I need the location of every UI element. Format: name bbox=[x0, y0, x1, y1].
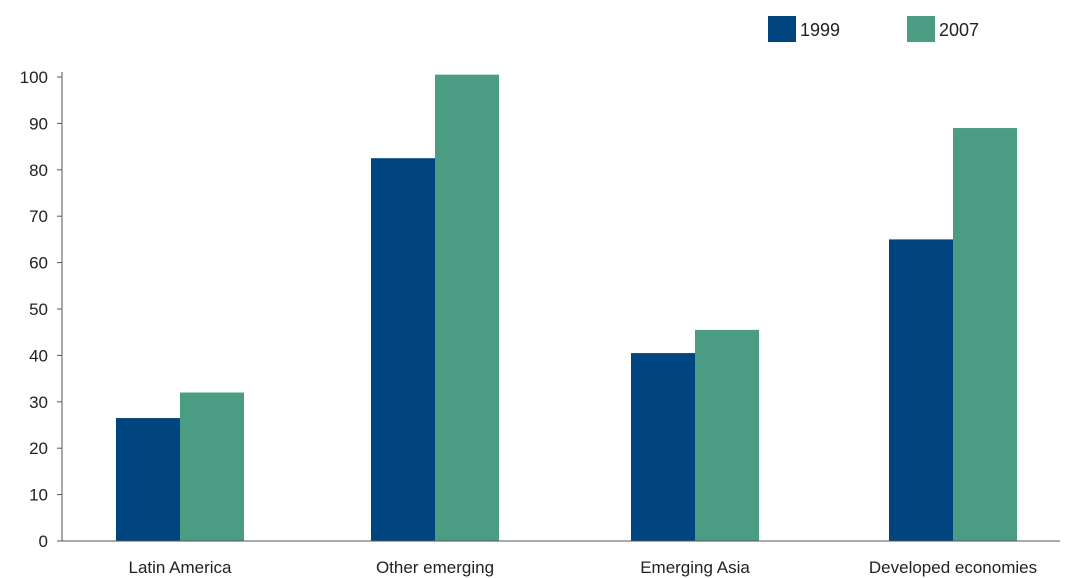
y-tick-label: 0 bbox=[39, 532, 48, 551]
y-tick-label: 80 bbox=[29, 161, 48, 180]
category-label: Emerging Asia bbox=[640, 558, 750, 577]
y-tick-label: 100 bbox=[20, 68, 48, 87]
bar-emerging-asia-2007 bbox=[695, 329, 759, 541]
bar-latin-america-1999 bbox=[116, 418, 180, 541]
category-label: Developed economies bbox=[869, 558, 1037, 577]
y-axis: 0 10 20 30 40 50 60 70 80 90 100 bbox=[20, 68, 63, 551]
legend-swatch-1999 bbox=[768, 16, 796, 42]
y-tick-label: 30 bbox=[29, 393, 48, 412]
bar-latin-america-2007 bbox=[180, 392, 244, 541]
y-tick-label: 50 bbox=[29, 300, 48, 319]
category-label: Latin America bbox=[129, 558, 233, 577]
y-tick-label: 40 bbox=[29, 346, 48, 365]
bar-other-emerging-1999 bbox=[371, 158, 435, 541]
y-tick-label: 70 bbox=[29, 207, 48, 226]
x-axis: Latin America Other emerging Emerging Asia… bbox=[62, 540, 1060, 577]
y-tick-label: 60 bbox=[29, 254, 48, 273]
y-tick-label: 10 bbox=[29, 486, 48, 505]
bar-emerging-asia-1999 bbox=[631, 353, 695, 541]
legend: 1999 2007 bbox=[768, 16, 979, 42]
y-tick-label: 20 bbox=[29, 439, 48, 458]
category-label: Other emerging bbox=[376, 558, 494, 577]
bar-other-emerging-2007 bbox=[435, 74, 499, 542]
bar-developed-economies-1999 bbox=[889, 239, 953, 541]
legend-swatch-2007 bbox=[907, 16, 935, 42]
legend-label-1999: 1999 bbox=[800, 20, 840, 40]
bar-developed-economies-2007 bbox=[953, 128, 1017, 542]
legend-label-2007: 2007 bbox=[939, 20, 979, 40]
bars bbox=[116, 74, 1017, 542]
y-tick-label: 90 bbox=[29, 114, 48, 133]
